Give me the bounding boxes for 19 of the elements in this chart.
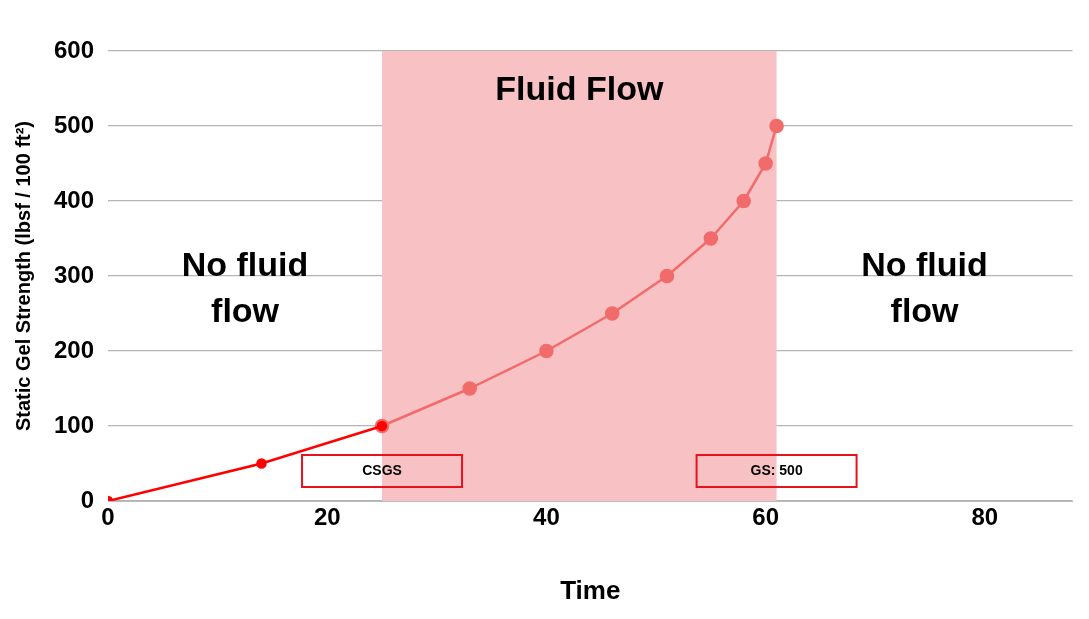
annotation: No fluid flow	[861, 244, 988, 329]
y-tick-label: 0	[80, 485, 95, 513]
y-axis-title: Static Gel Strength (lbsf / 100 ft²)	[11, 120, 34, 432]
x-tick-label: 80	[971, 503, 999, 531]
annotation: GS: 500	[750, 461, 803, 478]
band-label: Fluid Flow	[495, 69, 664, 108]
y-tick-label: 200	[54, 335, 95, 363]
x-tick-label: 20	[313, 503, 341, 531]
y-tick-label: 600	[54, 35, 95, 63]
x-tick-label: 40	[533, 503, 560, 531]
y-tick-label: 100	[54, 410, 95, 438]
annotation: CSGS	[362, 461, 402, 478]
annotation: No fluid flow	[181, 244, 309, 329]
y-tick-label: 400	[54, 185, 95, 213]
y-tick-label: 300	[54, 260, 95, 288]
x-tick-label: 0	[101, 503, 115, 531]
x-axis-title: Time	[560, 574, 621, 605]
y-tick-label: 500	[54, 110, 95, 138]
x-tick-label: 60	[752, 503, 779, 531]
